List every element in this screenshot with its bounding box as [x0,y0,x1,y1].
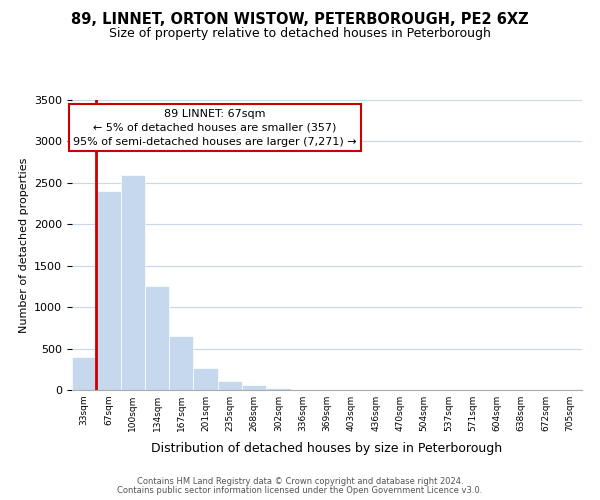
Bar [96,191,121,390]
Bar [121,174,145,390]
Bar [266,388,290,390]
Bar [218,381,242,390]
Y-axis label: Number of detached properties: Number of detached properties [19,158,29,332]
Bar [169,336,193,390]
Bar [72,357,96,390]
X-axis label: Distribution of detached houses by size in Peterborough: Distribution of detached houses by size … [151,442,503,456]
Text: Contains public sector information licensed under the Open Government Licence v3: Contains public sector information licen… [118,486,482,495]
Bar [193,368,218,390]
Bar [145,286,169,390]
Text: 89, LINNET, ORTON WISTOW, PETERBOROUGH, PE2 6XZ: 89, LINNET, ORTON WISTOW, PETERBOROUGH, … [71,12,529,28]
Bar [242,386,266,390]
Text: Contains HM Land Registry data © Crown copyright and database right 2024.: Contains HM Land Registry data © Crown c… [137,478,463,486]
Text: 89 LINNET: 67sqm
← 5% of detached houses are smaller (357)
95% of semi-detached : 89 LINNET: 67sqm ← 5% of detached houses… [73,108,356,146]
Text: Size of property relative to detached houses in Peterborough: Size of property relative to detached ho… [109,28,491,40]
